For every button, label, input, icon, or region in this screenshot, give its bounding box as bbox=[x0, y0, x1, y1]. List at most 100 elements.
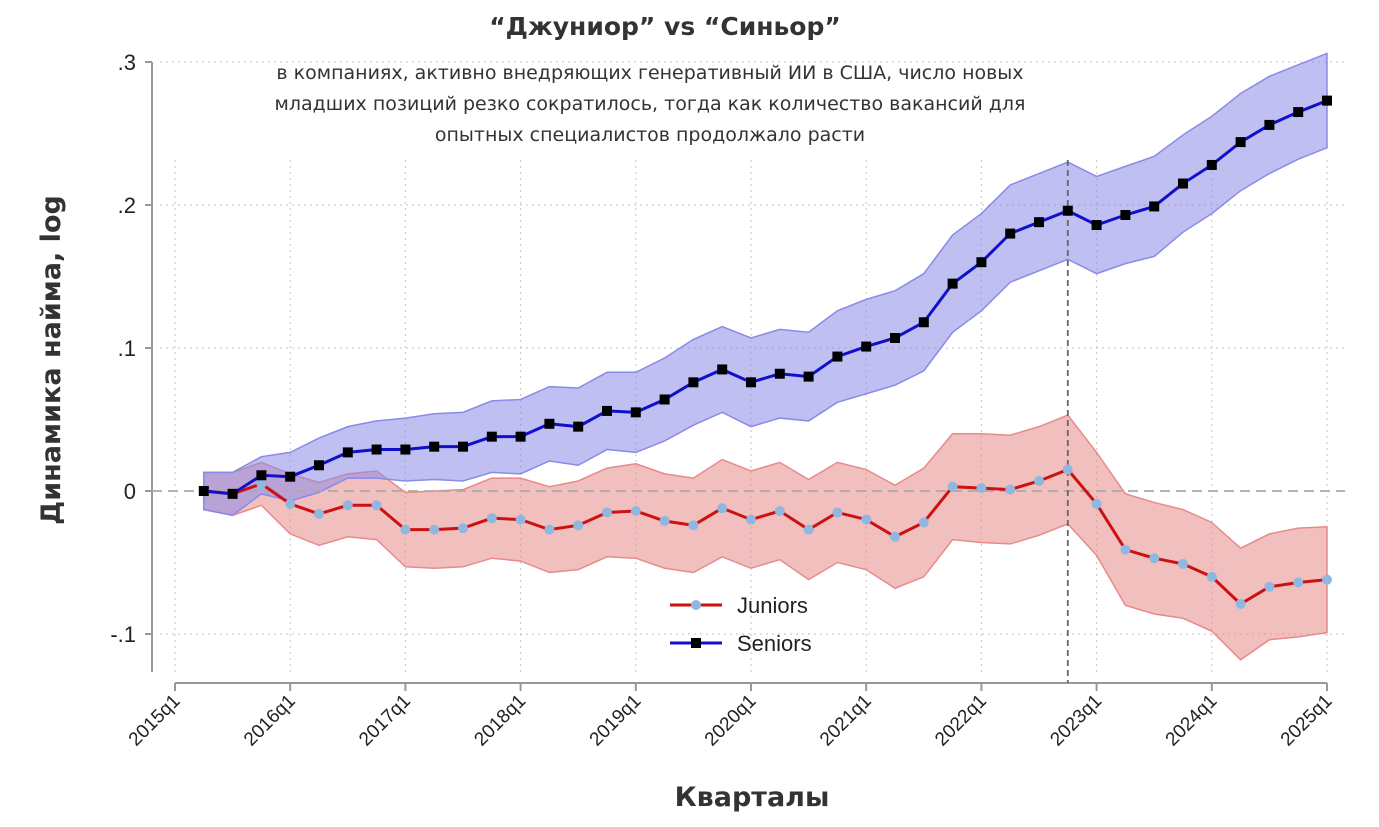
data-point-juniors bbox=[458, 523, 468, 534]
data-point-seniors bbox=[1235, 137, 1246, 148]
data-point-juniors bbox=[1005, 484, 1016, 495]
data-point-seniors bbox=[1034, 217, 1044, 228]
data-point-juniors bbox=[890, 531, 900, 542]
data-point-seniors bbox=[573, 421, 584, 432]
data-point-seniors bbox=[429, 441, 440, 452]
data-point-juniors bbox=[659, 516, 670, 527]
series-line-juniors bbox=[203, 467, 1328, 606]
y-axis-label: Динамика найма, log bbox=[36, 195, 67, 525]
data-point-juniors bbox=[774, 506, 785, 517]
data-point-seniors bbox=[774, 368, 785, 379]
data-point-juniors bbox=[573, 520, 584, 531]
data-point-seniors bbox=[1178, 178, 1188, 189]
data-point-juniors bbox=[976, 483, 987, 494]
data-point-seniors bbox=[803, 371, 814, 382]
data-point-seniors bbox=[400, 444, 411, 455]
subtitle-line: в компаниях, активно внедряющих генерати… bbox=[276, 62, 1024, 84]
legend-label-juniors: Juniors bbox=[737, 593, 808, 618]
data-point-seniors bbox=[1293, 107, 1304, 118]
data-point-seniors bbox=[688, 377, 699, 388]
data-point-seniors bbox=[1149, 201, 1160, 212]
data-point-juniors bbox=[1034, 475, 1044, 486]
data-point-seniors bbox=[458, 441, 468, 452]
legend-label-seniors: Seniors bbox=[737, 631, 812, 656]
legend: Juniors Seniors bbox=[670, 593, 812, 656]
data-point-seniors bbox=[285, 471, 296, 482]
data-point-juniors bbox=[1206, 571, 1217, 582]
data-point-seniors bbox=[342, 447, 353, 458]
data-point-juniors bbox=[1149, 553, 1160, 564]
data-point-juniors bbox=[429, 524, 440, 535]
data-point-seniors bbox=[602, 405, 612, 416]
data-point-seniors bbox=[918, 317, 929, 328]
data-point-juniors bbox=[486, 513, 497, 524]
data-point-seniors bbox=[1091, 220, 1102, 231]
data-point-juniors bbox=[1062, 464, 1073, 475]
data-point-juniors bbox=[1293, 577, 1304, 588]
y-tick-label: 0 bbox=[124, 479, 136, 504]
series-line-seniors bbox=[203, 99, 1328, 496]
data-point-juniors bbox=[314, 508, 324, 519]
data-point-juniors bbox=[717, 503, 728, 514]
x-tick-label: 2018q1 bbox=[470, 691, 530, 751]
data-point-juniors bbox=[1235, 598, 1246, 609]
data-point-juniors bbox=[861, 514, 872, 525]
data-point-juniors bbox=[630, 506, 641, 517]
data-point-seniors bbox=[947, 278, 958, 289]
data-point-juniors bbox=[746, 514, 756, 525]
data-point-seniors bbox=[371, 444, 382, 455]
data-point-juniors bbox=[1091, 498, 1102, 509]
data-point-juniors bbox=[803, 524, 814, 535]
data-point-seniors bbox=[1120, 210, 1131, 221]
y-tick-label: .3 bbox=[118, 50, 136, 75]
data-point-seniors bbox=[659, 394, 670, 405]
data-point-juniors bbox=[515, 514, 526, 525]
data-point-juniors bbox=[918, 517, 929, 528]
chart-title: “Джуниор” vs “Синьор” bbox=[489, 12, 841, 41]
data-point-seniors bbox=[861, 341, 872, 352]
data-point-juniors bbox=[947, 481, 958, 492]
data-point-juniors bbox=[285, 498, 296, 509]
data-point-juniors bbox=[688, 520, 699, 531]
y-tick-label: .2 bbox=[118, 193, 136, 218]
data-point-seniors bbox=[198, 486, 209, 496]
data-point-seniors bbox=[746, 377, 756, 388]
x-tick-label: 2025q1 bbox=[1277, 691, 1337, 751]
x-tick-label: 2017q1 bbox=[355, 691, 415, 751]
data-point-seniors bbox=[630, 407, 641, 418]
data-point-juniors bbox=[1120, 544, 1131, 555]
legend-marker bbox=[691, 638, 701, 648]
confidence-band-juniors bbox=[203, 414, 1328, 661]
data-point-juniors bbox=[1322, 574, 1332, 585]
y-tick-label: -.1 bbox=[110, 622, 136, 647]
y-tick-label: .1 bbox=[118, 336, 136, 361]
data-point-juniors bbox=[256, 478, 267, 489]
data-point-juniors bbox=[544, 524, 555, 535]
data-point-juniors bbox=[832, 507, 843, 518]
x-tick-label: 2019q1 bbox=[586, 691, 646, 751]
subtitle-line: младших позиций резко сократилось, тогда… bbox=[274, 93, 1026, 115]
data-point-seniors bbox=[976, 257, 987, 268]
data-point-seniors bbox=[1322, 95, 1332, 106]
data-point-seniors bbox=[1005, 228, 1016, 239]
data-point-seniors bbox=[314, 460, 324, 471]
data-point-seniors bbox=[832, 351, 843, 362]
data-point-juniors bbox=[1264, 581, 1275, 592]
data-point-juniors bbox=[400, 524, 411, 535]
data-point-seniors bbox=[515, 431, 526, 442]
x-tick-label: 2023q1 bbox=[1046, 691, 1106, 751]
legend-marker bbox=[691, 600, 701, 610]
data-point-juniors bbox=[602, 507, 612, 518]
x-tick-label: 2020q1 bbox=[701, 691, 761, 751]
x-tick-label: 2024q1 bbox=[1162, 691, 1222, 751]
data-point-seniors bbox=[890, 332, 900, 343]
data-point-seniors bbox=[717, 364, 728, 375]
data-point-seniors bbox=[486, 431, 497, 442]
chart-subtitle: в компаниях, активно внедряющих генерати… bbox=[150, 58, 1150, 151]
x-tick-label: 2021q1 bbox=[816, 691, 876, 751]
x-tick-label: 2015q1 bbox=[125, 691, 185, 751]
data-point-seniors bbox=[544, 418, 555, 429]
data-point-seniors bbox=[256, 470, 267, 481]
subtitle-line: опытных специалистов продолжало расти bbox=[434, 124, 866, 146]
